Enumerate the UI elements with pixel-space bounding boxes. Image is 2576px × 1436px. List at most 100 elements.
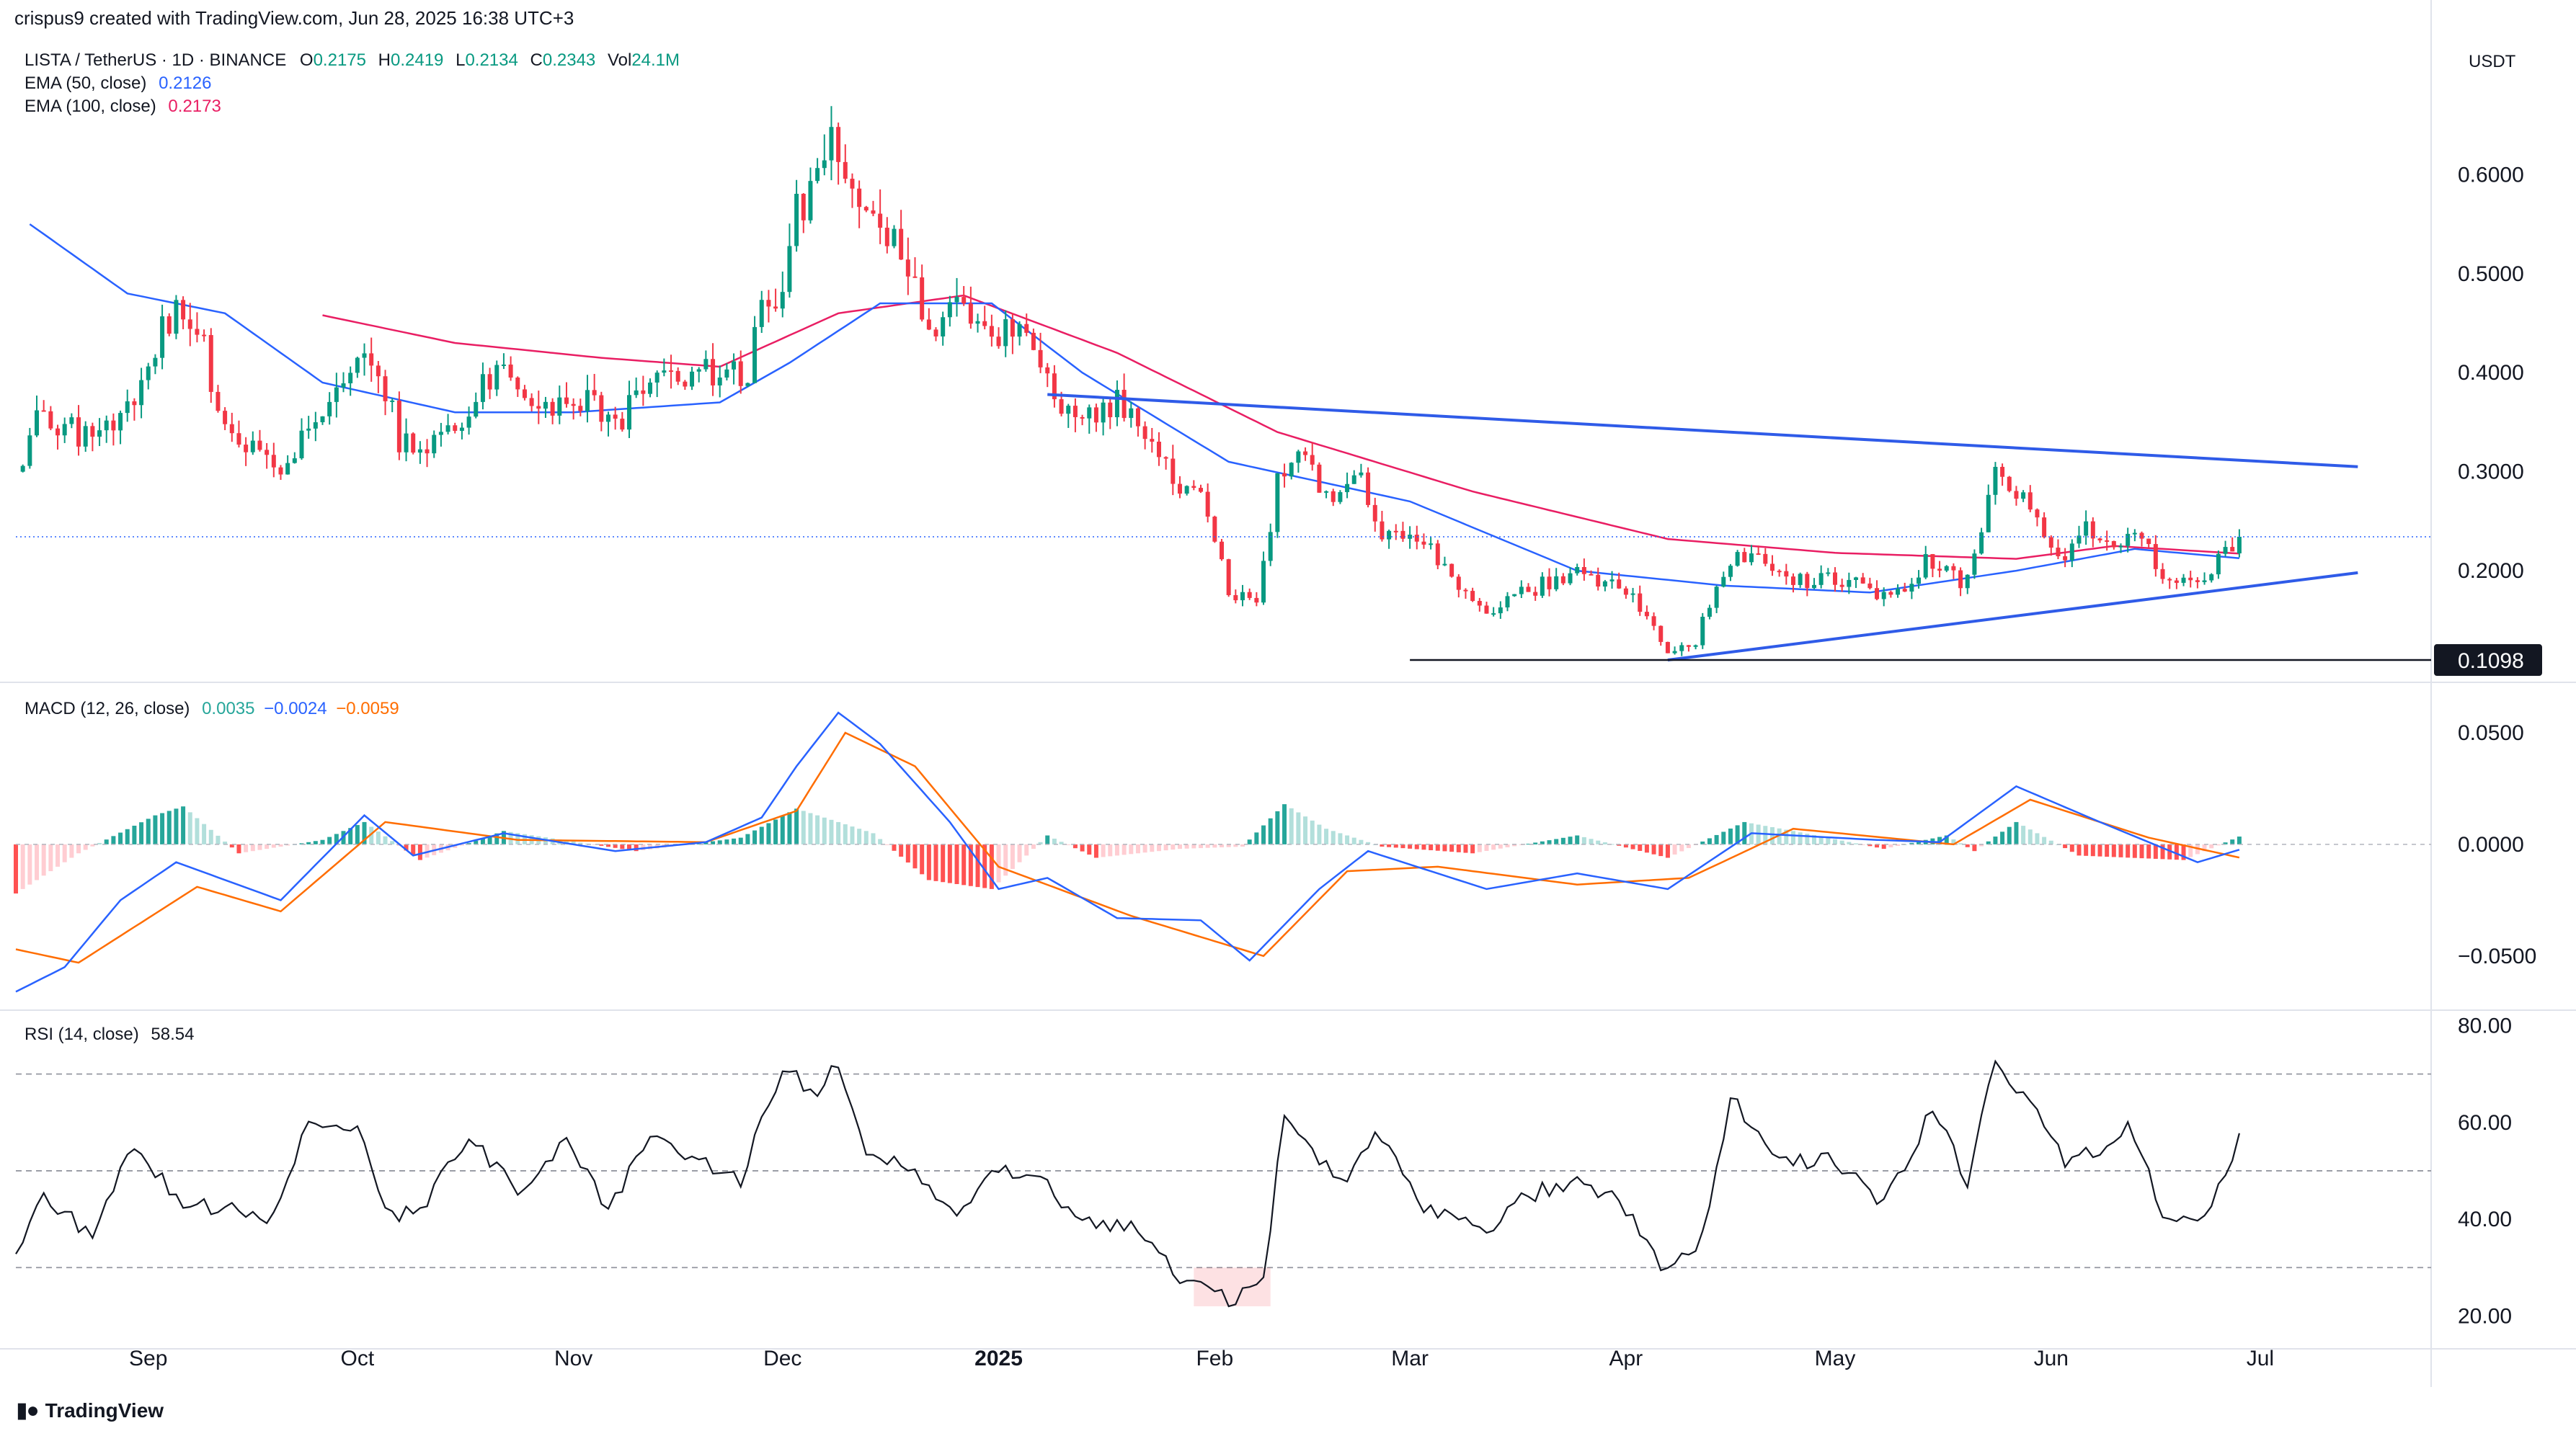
candle[interactable] bbox=[1568, 567, 1573, 586]
candle[interactable] bbox=[1575, 563, 1580, 576]
candle[interactable] bbox=[1142, 421, 1147, 450]
candle[interactable] bbox=[1435, 540, 1440, 570]
candle[interactable] bbox=[1303, 447, 1308, 461]
candle[interactable] bbox=[1226, 558, 1231, 597]
candle[interactable] bbox=[1366, 467, 1371, 508]
candle[interactable] bbox=[2048, 535, 2053, 556]
candle[interactable] bbox=[543, 396, 548, 418]
candle[interactable] bbox=[508, 356, 513, 381]
candle[interactable] bbox=[1735, 550, 1740, 567]
candle[interactable] bbox=[1826, 568, 1831, 576]
candle[interactable] bbox=[954, 277, 959, 317]
candle[interactable] bbox=[1400, 522, 1405, 543]
candle[interactable] bbox=[1421, 533, 1426, 549]
candle[interactable] bbox=[515, 376, 520, 397]
candle[interactable] bbox=[1623, 586, 1628, 599]
candle[interactable] bbox=[1114, 380, 1119, 427]
candle[interactable] bbox=[1135, 406, 1140, 437]
candle[interactable] bbox=[2069, 539, 2074, 568]
candle[interactable] bbox=[1268, 523, 1273, 566]
candle[interactable] bbox=[961, 285, 967, 306]
candle[interactable] bbox=[1951, 563, 1956, 579]
candle[interactable] bbox=[2042, 512, 2047, 539]
candle[interactable] bbox=[97, 418, 102, 447]
candle[interactable] bbox=[2118, 543, 2123, 553]
candle[interactable] bbox=[118, 410, 123, 445]
candle[interactable] bbox=[1220, 538, 1224, 561]
candle[interactable] bbox=[1923, 545, 1928, 579]
candle[interactable] bbox=[76, 405, 81, 456]
candle[interactable] bbox=[390, 398, 395, 413]
ema100-legend[interactable]: EMA (100, close) 0.2173 bbox=[25, 97, 228, 117]
candle[interactable] bbox=[1380, 510, 1385, 542]
candle[interactable] bbox=[2230, 537, 2235, 552]
candle[interactable] bbox=[1163, 456, 1168, 470]
candle[interactable] bbox=[1310, 442, 1315, 471]
candle[interactable] bbox=[174, 295, 179, 339]
candle[interactable] bbox=[1393, 524, 1398, 540]
candle[interactable] bbox=[501, 353, 506, 370]
candle[interactable] bbox=[1080, 414, 1085, 426]
candle[interactable] bbox=[487, 367, 492, 399]
candle[interactable] bbox=[41, 400, 46, 412]
candle[interactable] bbox=[27, 427, 32, 469]
candle[interactable] bbox=[1247, 588, 1252, 600]
candle[interactable] bbox=[1414, 525, 1419, 550]
candle[interactable] bbox=[2153, 535, 2158, 577]
candle[interactable] bbox=[257, 429, 262, 452]
candle[interactable] bbox=[480, 362, 485, 410]
candle[interactable] bbox=[550, 398, 555, 424]
candle[interactable] bbox=[271, 442, 276, 478]
candle[interactable] bbox=[703, 350, 709, 372]
candle[interactable] bbox=[459, 422, 464, 440]
candle[interactable] bbox=[334, 373, 339, 418]
candle[interactable] bbox=[1171, 445, 1176, 496]
candle[interactable] bbox=[1387, 530, 1392, 549]
candle[interactable] bbox=[2139, 531, 2144, 547]
candle[interactable] bbox=[404, 418, 409, 462]
candle[interactable] bbox=[1714, 585, 1719, 613]
candle[interactable] bbox=[1763, 548, 1768, 567]
candle[interactable] bbox=[411, 432, 416, 455]
candle[interactable] bbox=[822, 134, 827, 176]
candle[interactable] bbox=[35, 395, 40, 437]
candle[interactable] bbox=[2188, 571, 2193, 588]
candle[interactable] bbox=[425, 439, 430, 468]
candle[interactable] bbox=[1986, 484, 1991, 532]
candle[interactable] bbox=[2014, 486, 2019, 506]
candle[interactable] bbox=[2035, 508, 2040, 527]
candle[interactable] bbox=[160, 304, 165, 370]
candle[interactable] bbox=[696, 367, 701, 383]
candle[interactable] bbox=[1993, 462, 1998, 505]
candle[interactable] bbox=[1679, 642, 1684, 656]
candle[interactable] bbox=[1805, 571, 1810, 597]
candle[interactable] bbox=[2111, 540, 2116, 550]
candle[interactable] bbox=[1519, 580, 1524, 599]
candle[interactable] bbox=[2056, 539, 2061, 560]
candle[interactable] bbox=[1672, 646, 1677, 655]
candle[interactable] bbox=[55, 424, 61, 450]
candle[interactable] bbox=[627, 380, 632, 439]
candle[interactable] bbox=[1191, 480, 1196, 491]
candle[interactable] bbox=[648, 378, 653, 398]
candle[interactable] bbox=[2000, 463, 2005, 486]
candle[interactable] bbox=[69, 413, 74, 429]
candle[interactable] bbox=[1477, 597, 1482, 612]
candle[interactable] bbox=[466, 406, 471, 435]
candle[interactable] bbox=[474, 392, 479, 419]
candle[interactable] bbox=[417, 441, 422, 464]
candle[interactable] bbox=[780, 271, 785, 318]
candle[interactable] bbox=[1902, 582, 1907, 592]
candle[interactable] bbox=[396, 391, 401, 460]
candle[interactable] bbox=[1847, 572, 1852, 594]
candle[interactable] bbox=[229, 412, 234, 442]
candle[interactable] bbox=[20, 464, 25, 473]
macd-legend[interactable]: MACD (12, 26, close) 0.0035 −0.0024 −0.0… bbox=[25, 699, 407, 719]
candle[interactable] bbox=[2160, 563, 2165, 584]
candle[interactable] bbox=[1024, 313, 1029, 336]
candle[interactable] bbox=[139, 367, 144, 419]
candle[interactable] bbox=[369, 337, 374, 382]
candle[interactable] bbox=[355, 356, 360, 378]
candle[interactable] bbox=[125, 389, 130, 422]
candle[interactable] bbox=[878, 189, 883, 244]
